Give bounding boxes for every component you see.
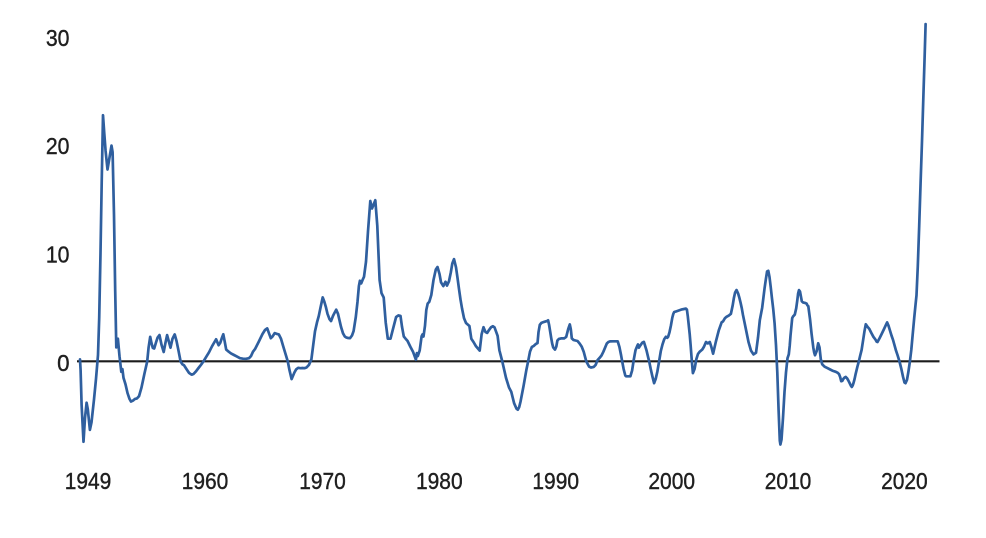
svg-text:1960: 1960 [182,468,229,494]
svg-text:2000: 2000 [648,468,695,494]
svg-text:0: 0 [57,350,69,376]
svg-text:20: 20 [46,133,70,159]
svg-text:1970: 1970 [299,468,346,494]
svg-text:2010: 2010 [765,468,812,494]
svg-text:1949: 1949 [65,468,112,494]
svg-text:10: 10 [46,241,70,267]
svg-text:1990: 1990 [532,468,579,494]
svg-text:30: 30 [46,25,70,51]
svg-text:1980: 1980 [416,468,463,494]
svg-text:2020: 2020 [881,468,928,494]
